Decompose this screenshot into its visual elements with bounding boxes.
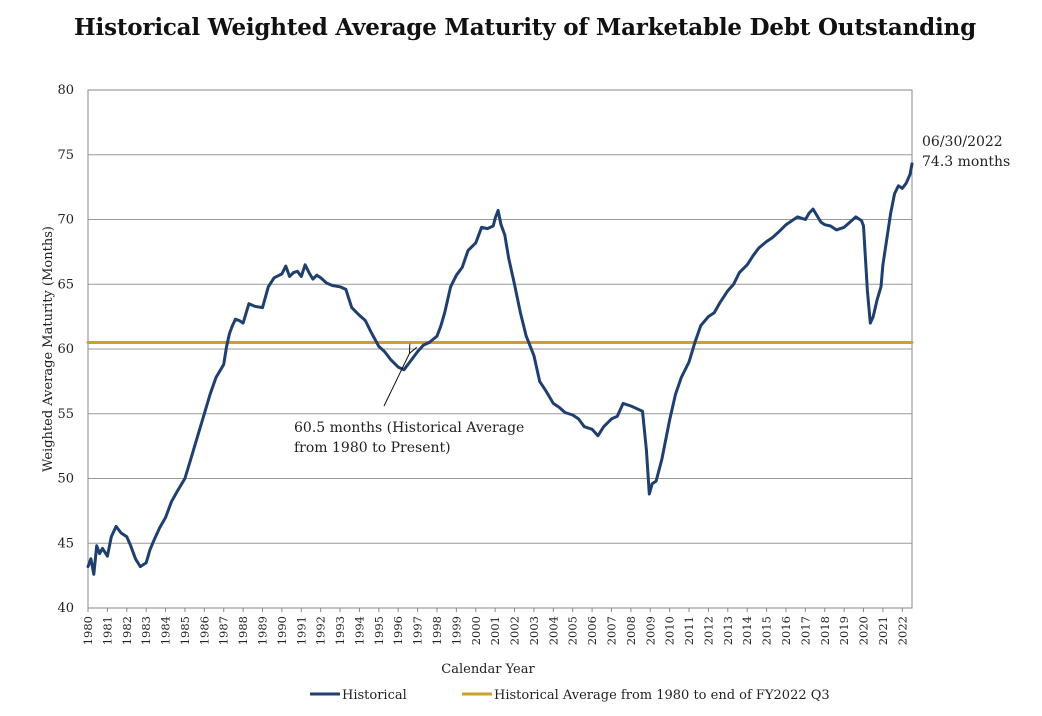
y-axis-title: Weighted Average Maturity (Months) [41, 226, 56, 472]
x-tick-label: 2010 [663, 616, 677, 645]
y-tick-label: 70 [57, 213, 74, 228]
y-tick-label: 75 [57, 148, 74, 163]
annotation-average-line: 60.5 months (Historical Average [294, 420, 524, 436]
annotation-last-value-line: 74.3 months [922, 154, 1010, 170]
x-tick-label: 2005 [566, 616, 580, 645]
x-tick-label: 2022 [895, 616, 909, 645]
x-tick-label: 1998 [430, 616, 444, 645]
x-tick-label: 1991 [294, 616, 308, 645]
series-layer [86, 162, 914, 576]
chart-title: Historical Weighted Average Maturity of … [74, 14, 976, 41]
x-tick-label: 2004 [546, 616, 560, 645]
x-tick-label: 2002 [508, 616, 522, 645]
legend-layer: Historical Historical Average from 1980 t… [310, 688, 830, 703]
x-tick-label: 2016 [779, 616, 793, 645]
x-tick-label: 2019 [837, 616, 851, 645]
x-tick-label: 2021 [876, 616, 890, 645]
x-tick-label: 2020 [857, 616, 871, 645]
x-tick-label: 1984 [159, 616, 173, 645]
y-tick-label: 50 [57, 472, 74, 487]
x-tick-label: 2007 [604, 616, 618, 645]
annot-layer: 60.5 months (Historical Average from 1980… [294, 134, 1010, 456]
x-tick-label: 1990 [275, 616, 289, 645]
axis-layer: 40 45 50 55 60 65 70 75 80 1980 1981 1982 1983 1984 19… [41, 83, 913, 677]
y-tick-label: 40 [57, 601, 74, 616]
x-tick-label: 2003 [527, 616, 541, 645]
x-tick-label: 2011 [682, 616, 696, 645]
x-tick-label: 1997 [411, 616, 425, 645]
y-tick-label: 80 [57, 83, 74, 98]
x-tick-label: 2018 [818, 616, 832, 645]
x-tick-label: 1983 [139, 616, 153, 645]
x-tick-label: 1996 [391, 616, 405, 645]
annotation-average-line: from 1980 to Present) [294, 440, 451, 456]
x-tick-label: 2000 [469, 616, 483, 645]
x-tick-label: 1995 [372, 616, 386, 645]
y-tick-label: 60 [57, 342, 74, 357]
x-tick-label: 1982 [120, 616, 134, 645]
x-tick-label: 1986 [197, 616, 211, 645]
y-tick-label: 65 [57, 277, 74, 292]
x-tick-label: 1994 [352, 616, 366, 645]
legend-label-historical-average: Historical Average from 1980 to end of F… [494, 688, 830, 703]
y-tick-label: 45 [57, 536, 74, 551]
x-tick-label: 2015 [760, 616, 774, 645]
x-tick-label: 2014 [740, 616, 754, 645]
annotation-arrow [383, 353, 410, 407]
x-tick-label: 1988 [236, 616, 250, 645]
x-tick-label: 1980 [81, 616, 95, 645]
x-tick-label: 2006 [585, 616, 599, 645]
x-tick-label: 1993 [333, 616, 347, 645]
x-tick-label: 2001 [488, 616, 502, 645]
legend-label-historical: Historical [342, 688, 407, 703]
y-tick-label: 55 [57, 407, 74, 422]
x-tick-label: 1999 [449, 616, 463, 645]
x-tick-label: 1989 [255, 616, 269, 645]
annotation-last-value-line: 06/30/2022 [922, 134, 1003, 150]
x-tick-label: 2017 [798, 616, 812, 645]
x-tick-label: 1981 [100, 616, 114, 645]
x-tick-label: 1992 [314, 616, 328, 645]
plot-frame [87, 89, 913, 609]
series-line-historical [86, 162, 914, 576]
x-tick-label: 2009 [643, 616, 657, 645]
x-tick-label: 2012 [701, 616, 715, 645]
x-tick-label: 1987 [217, 616, 231, 645]
x-tick-label: 1985 [178, 616, 192, 645]
x-axis-title: Calendar Year [441, 662, 535, 677]
x-tick-label: 2013 [721, 616, 735, 645]
x-tick-label: 2008 [624, 616, 638, 645]
